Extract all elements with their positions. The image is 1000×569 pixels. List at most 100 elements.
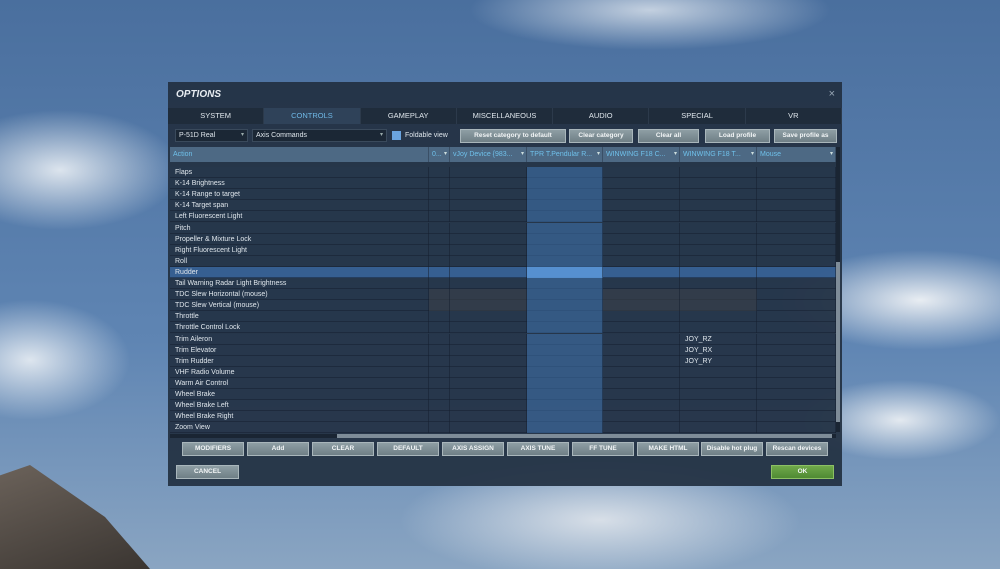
binding-cell[interactable] bbox=[603, 422, 680, 433]
binding-cell[interactable] bbox=[680, 189, 757, 201]
binding-cell[interactable] bbox=[450, 377, 527, 389]
binding-cell[interactable] bbox=[429, 411, 450, 423]
binding-cell[interactable] bbox=[450, 167, 527, 178]
binding-cell[interactable] bbox=[757, 377, 836, 389]
binding-cell[interactable] bbox=[603, 200, 680, 212]
binding-cell[interactable] bbox=[680, 377, 757, 389]
bottom-button-make-html[interactable]: MAKE HTML bbox=[637, 442, 699, 456]
chevron-down-icon[interactable]: ▾ bbox=[673, 151, 677, 157]
table-row[interactable]: VHF Radio Volume bbox=[170, 366, 836, 378]
action-cell[interactable]: TDC Slew Vertical (mouse) bbox=[170, 300, 429, 312]
binding-cell[interactable] bbox=[680, 167, 757, 178]
binding-cell[interactable] bbox=[527, 411, 603, 423]
table-row[interactable]: Propeller & Mixture Lock bbox=[170, 233, 836, 245]
binding-cell[interactable] bbox=[603, 233, 680, 245]
binding-cell[interactable] bbox=[429, 244, 450, 256]
table-row[interactable]: K-14 Target span bbox=[170, 200, 836, 212]
action-cell[interactable]: Rudder bbox=[170, 266, 429, 278]
action-cell[interactable]: Zoom View bbox=[170, 422, 429, 433]
table-row[interactable]: Wheel Brake Left bbox=[170, 400, 836, 412]
binding-cell[interactable] bbox=[603, 389, 680, 400]
action-cell[interactable]: Wheel Brake Left bbox=[170, 400, 429, 412]
binding-cell[interactable] bbox=[680, 255, 757, 267]
action-cell[interactable]: Trim Aileron bbox=[170, 333, 429, 345]
binding-cell[interactable] bbox=[603, 211, 680, 223]
binding-cell[interactable] bbox=[603, 311, 680, 323]
binding-cell[interactable] bbox=[450, 211, 527, 223]
binding-cell[interactable] bbox=[527, 377, 603, 389]
binding-cell[interactable] bbox=[450, 266, 527, 278]
binding-cell[interactable] bbox=[757, 355, 836, 367]
binding-cell[interactable] bbox=[680, 411, 757, 423]
binding-cell[interactable] bbox=[757, 411, 836, 423]
cancel-button[interactable]: CANCEL bbox=[176, 465, 239, 479]
binding-cell[interactable] bbox=[429, 255, 450, 267]
binding-cell[interactable] bbox=[757, 333, 836, 345]
chevron-down-icon[interactable]: ▾ bbox=[829, 151, 833, 157]
binding-cell[interactable] bbox=[429, 400, 450, 412]
binding-cell[interactable] bbox=[527, 222, 603, 234]
binding-cell[interactable] bbox=[450, 255, 527, 267]
table-row[interactable]: Right Fluorescent Light bbox=[170, 244, 836, 256]
binding-cell[interactable] bbox=[429, 311, 450, 323]
action-cell[interactable]: Wheel Brake bbox=[170, 389, 429, 400]
binding-cell[interactable] bbox=[450, 311, 527, 323]
table-row[interactable]: Throttle Control Lock bbox=[170, 322, 836, 334]
binding-cell[interactable] bbox=[429, 289, 450, 301]
binding-cell[interactable] bbox=[757, 289, 836, 301]
binding-cell[interactable] bbox=[757, 389, 836, 400]
binding-cell[interactable] bbox=[429, 266, 450, 278]
binding-cell[interactable] bbox=[680, 200, 757, 212]
binding-cell[interactable] bbox=[450, 344, 527, 356]
binding-cell[interactable] bbox=[527, 211, 603, 223]
binding-cell[interactable] bbox=[450, 200, 527, 212]
binding-cell[interactable] bbox=[429, 355, 450, 367]
binding-cell[interactable] bbox=[603, 289, 680, 301]
binding-cell[interactable] bbox=[680, 178, 757, 190]
table-row[interactable]: Left Fluorescent Light bbox=[170, 211, 836, 223]
binding-cell[interactable] bbox=[450, 400, 527, 412]
binding-cell[interactable] bbox=[527, 189, 603, 201]
binding-cell[interactable]: JOY_RY bbox=[680, 355, 757, 367]
action-cell[interactable]: K-14 Target span bbox=[170, 200, 429, 212]
binding-cell[interactable] bbox=[603, 344, 680, 356]
table-row[interactable]: Warm Air Control bbox=[170, 377, 836, 389]
binding-cell[interactable] bbox=[757, 311, 836, 323]
binding-cell[interactable] bbox=[757, 178, 836, 190]
binding-cell[interactable] bbox=[680, 311, 757, 323]
binding-cell[interactable] bbox=[680, 366, 757, 378]
table-row[interactable]: K-14 Brightness bbox=[170, 178, 836, 190]
binding-cell[interactable] bbox=[450, 422, 527, 433]
action-cell[interactable]: Left Fluorescent Light bbox=[170, 211, 429, 223]
binding-cell[interactable] bbox=[527, 322, 603, 334]
table-row[interactable]: Rudder bbox=[170, 266, 836, 278]
binding-cell[interactable] bbox=[603, 244, 680, 256]
binding-cell[interactable] bbox=[603, 366, 680, 378]
action-cell[interactable]: Propeller & Mixture Lock bbox=[170, 233, 429, 245]
binding-cell[interactable] bbox=[527, 344, 603, 356]
binding-cell[interactable] bbox=[450, 189, 527, 201]
column-header[interactable]: Mouse ▾ bbox=[757, 147, 836, 162]
binding-cell[interactable]: JOY_RX bbox=[680, 344, 757, 356]
table-row[interactable]: Pitch bbox=[170, 222, 836, 234]
bottom-button-rescan-devices[interactable]: Rescan devices bbox=[766, 442, 828, 456]
action-cell[interactable]: Throttle Control Lock bbox=[170, 322, 429, 334]
binding-cell[interactable] bbox=[450, 244, 527, 256]
binding-cell[interactable] bbox=[757, 189, 836, 201]
binding-cell[interactable] bbox=[757, 200, 836, 212]
chevron-down-icon[interactable]: ▾ bbox=[520, 151, 524, 157]
bottom-button-axis-assign[interactable]: AXIS ASSIGN bbox=[442, 442, 504, 456]
binding-cell[interactable] bbox=[450, 355, 527, 367]
table-row[interactable]: Flaps bbox=[170, 167, 836, 178]
table-row[interactable]: Wheel Brake bbox=[170, 389, 836, 400]
binding-cell[interactable] bbox=[429, 422, 450, 433]
chevron-down-icon[interactable]: ▾ bbox=[443, 151, 447, 157]
table-row[interactable]: Tail Warning Radar Light Brightness bbox=[170, 278, 836, 289]
tab-audio[interactable]: AUDIO bbox=[553, 108, 650, 124]
binding-cell[interactable] bbox=[603, 178, 680, 190]
binding-cell[interactable] bbox=[757, 244, 836, 256]
action-cell[interactable]: Trim Rudder bbox=[170, 355, 429, 367]
action-cell[interactable]: Warm Air Control bbox=[170, 377, 429, 389]
binding-cell[interactable] bbox=[527, 289, 603, 301]
binding-cell[interactable] bbox=[527, 355, 603, 367]
